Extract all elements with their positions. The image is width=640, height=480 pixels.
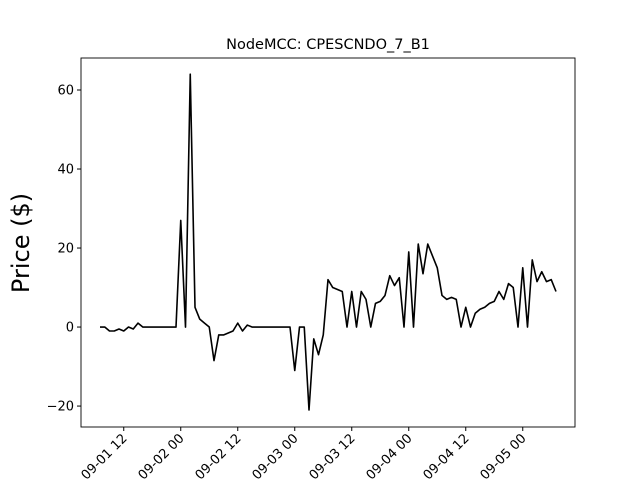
line-series (100, 73, 557, 411)
plot-frame (80, 57, 576, 428)
y-tick-label: 20 (57, 242, 74, 257)
chart-title: NodeMCC: CPESCNDO_7_B1 (226, 37, 430, 53)
y-axis-label: Price ($) (7, 193, 35, 293)
y-tick-label: 40 (57, 163, 74, 178)
y-tick-label: 60 (57, 84, 74, 99)
y-tick-label: 0 (66, 321, 74, 336)
y-tick-label: −20 (47, 400, 74, 415)
